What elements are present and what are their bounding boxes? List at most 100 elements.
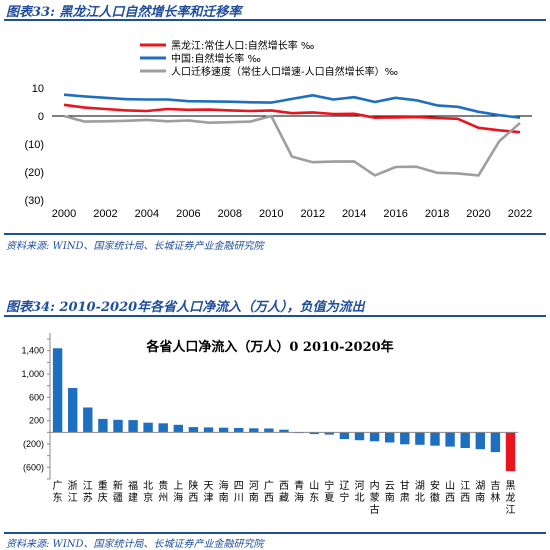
category-label-17: 青海	[294, 479, 304, 504]
bar-15	[264, 428, 274, 433]
bar-12	[218, 427, 229, 433]
x-tick-label-5: 2008	[218, 208, 242, 220]
bar-23	[385, 432, 395, 443]
category-label-25: 湖北	[415, 480, 425, 504]
category-label-5: 新疆	[113, 479, 123, 504]
category-label-7: 北京	[143, 480, 153, 504]
category-label-18: 山东	[309, 480, 319, 504]
bar-13	[234, 428, 244, 433]
category-label-1: 广东	[53, 480, 63, 504]
x-tick-label-6: 2010	[259, 208, 283, 220]
y-tick-label-3: (10)	[24, 139, 44, 151]
series-line-3	[63, 114, 521, 177]
x-tick-label-11: 2020	[466, 208, 490, 220]
y-tick-label-5: (30)	[24, 195, 44, 207]
bar-3	[83, 407, 93, 433]
figure1-title-rule	[4, 19, 546, 21]
legend-label-1: 黑龙江:常住人口:自然增长率 ‰	[171, 39, 314, 52]
figure1-source-rule	[4, 233, 546, 235]
bar-6	[128, 420, 138, 433]
x-tick-label-8: 2014	[342, 208, 366, 220]
bar-21	[354, 432, 365, 441]
category-label-16: 西藏	[279, 481, 289, 504]
category-label-30: 吉林	[490, 480, 500, 504]
figure2-source: 资料来源: WIND、国家统计局、长城证券产业金融研究院	[6, 539, 264, 550]
bar-27	[445, 432, 455, 447]
figure2-title: 图表34: 2010-2020年各省人口净流入（万人），负值为流出	[6, 300, 365, 315]
x-tick-label-12: 2022	[508, 208, 532, 220]
bar-30	[490, 432, 501, 453]
bar-11	[203, 427, 214, 433]
category-label-14: 河南	[249, 480, 259, 504]
bar-29	[475, 432, 485, 450]
x-tick-label-1: 2000	[52, 208, 76, 220]
category-label-20: 辽宁	[339, 480, 349, 504]
figure1-source: 资料来源: WIND、国家统计局、长城证券产业金融研究院	[6, 241, 264, 252]
category-label-15: 广西	[264, 480, 274, 504]
bar-2	[68, 388, 78, 433]
x-tick-label-2: 2002	[93, 208, 117, 220]
category-label-8: 贵州	[158, 479, 168, 504]
bar-7	[143, 422, 153, 433]
category-label-28: 江西	[460, 480, 470, 504]
bar-22	[369, 432, 380, 442]
y-tick-label-6: 600	[29, 392, 44, 402]
category-label-11: 天津	[204, 481, 214, 504]
bar-31	[505, 432, 516, 472]
series-line-1	[63, 103, 521, 134]
bar-28	[460, 432, 470, 448]
bar-24	[400, 432, 410, 445]
category-label-13: 四川	[234, 481, 244, 504]
x-tick-label-10: 2018	[425, 208, 449, 220]
chart-title: 各省人口净流入（万人）0 2010-2020年	[145, 339, 393, 355]
category-label-21: 河北	[355, 480, 365, 504]
bar-5	[113, 419, 123, 433]
bar-9	[173, 424, 183, 433]
bar-chart: 各省人口净流入（万人）0 2010-2020年 1,400 1,000 600 200 (…	[21, 333, 518, 516]
bar-8	[158, 423, 168, 433]
category-label-27: 山西	[445, 480, 455, 504]
bar-19	[324, 432, 334, 435]
category-label-29: 湖南	[475, 480, 485, 504]
bar-18	[309, 432, 319, 435]
bar-25	[415, 432, 425, 445]
figure2-source-rule	[4, 532, 546, 534]
series-line-2	[63, 93, 521, 119]
line-chart: 黑龙江:常住人口:自然增长率 ‰中国:自然增长率 ‰人口迁移速度（常住人口增速-…	[24, 39, 532, 220]
y-tick-label-8: 200	[29, 416, 44, 426]
category-label-24: 甘肃	[400, 479, 410, 504]
category-label-10: 陕西	[188, 479, 198, 504]
figure1-title: 图表33: 黑龙江人口自然增长率和迁移率	[6, 5, 242, 20]
bar-1	[52, 348, 63, 433]
category-label-23: 云南	[385, 481, 395, 504]
category-label-26: 安徽	[430, 479, 440, 504]
bar-20	[339, 432, 350, 439]
category-label-6: 福建	[128, 479, 138, 504]
bar-14	[249, 428, 259, 433]
x-tick-label-9: 2016	[383, 208, 407, 220]
category-label-19: 宁夏	[324, 479, 334, 504]
category-label-31: 黑龙江	[506, 480, 516, 516]
bar-26	[430, 432, 440, 446]
y-tick-label-10: (200)	[23, 439, 44, 449]
y-tick-label-2: 0	[38, 111, 44, 123]
x-tick-label-4: 2006	[176, 208, 200, 220]
y-tick-label-4: 1,000	[21, 369, 44, 379]
y-tick-label-1: 10	[32, 83, 44, 95]
x-tick-label-3: 2004	[135, 208, 159, 220]
bar-16	[279, 429, 289, 433]
y-tick-label-2: 1,400	[21, 346, 44, 356]
x-tick-label-7: 2012	[300, 208, 324, 220]
category-label-22: 内蒙古	[370, 479, 380, 516]
legend-label-3: 人口迁移速度（常住人口增速-人口自然增长率）‰	[171, 65, 398, 78]
legend-label-2: 中国:自然增长率 ‰	[171, 52, 261, 65]
category-label-2: 浙江	[68, 480, 78, 504]
category-label-12: 海南	[219, 479, 229, 504]
bar-4	[98, 418, 108, 433]
category-label-9: 上海	[173, 480, 183, 504]
y-tick-label-12: (600)	[23, 462, 44, 472]
category-label-3: 江苏	[83, 480, 93, 504]
category-label-4: 重庆	[98, 479, 108, 504]
figure2-title-rule	[4, 315, 546, 317]
y-tick-label-4: (20)	[24, 167, 44, 179]
